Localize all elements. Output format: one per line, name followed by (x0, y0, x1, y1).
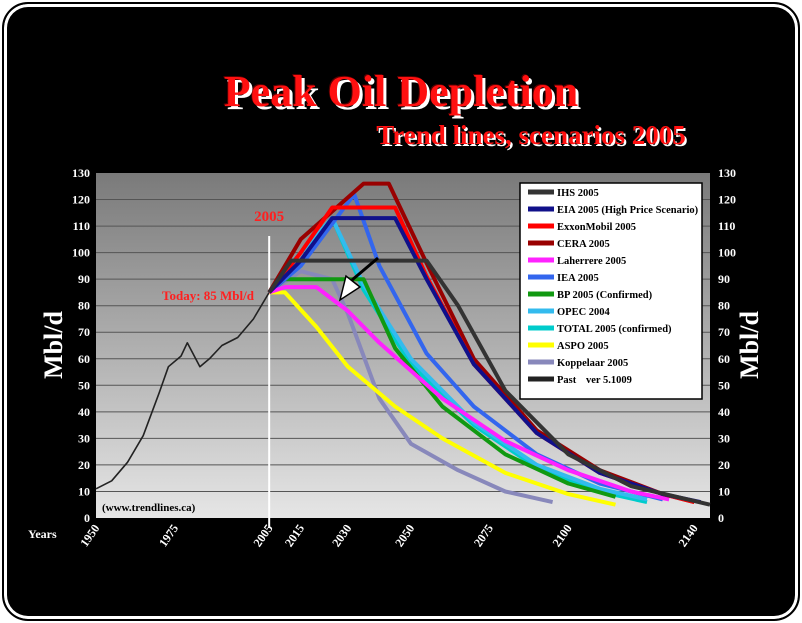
y-tick-label: 100 (718, 246, 736, 260)
x-tick-label: 2100 (550, 522, 575, 550)
x-axis: 1950 1975 2005 2015 2030 2050 2075 2100 2140 (77, 522, 700, 550)
chart-subtitle: Trend lines, scenarios 2005 (376, 120, 686, 150)
x-tick-label: 2140 (675, 522, 700, 550)
y-tick-label: 20 (718, 458, 730, 472)
legend-label: ExxonMobil 2005 (557, 222, 636, 233)
y-axis-title-left: Mbl/d (39, 311, 68, 379)
series-line (95, 291, 270, 490)
series-line (269, 290, 616, 507)
legend-label: Laherrere 2005 (557, 256, 626, 267)
y-axis-left: 0 10 20 30 40 50 60 70 80 90 100 110 120 130 (72, 166, 90, 525)
y-tick-label: 90 (78, 272, 90, 286)
y-tick-label: 110 (718, 219, 735, 233)
y-tick-label: 80 (78, 299, 90, 313)
y-tick-label: 70 (78, 325, 90, 339)
y-tick-label: 130 (72, 166, 90, 180)
y-tick-label: 120 (718, 193, 736, 207)
y-tick-label: 0 (718, 511, 724, 525)
y-tick-label: 70 (718, 325, 730, 339)
series-group (95, 181, 711, 507)
x-tick-label: 2075 (471, 522, 496, 550)
y-axis-title-right: Mbl/d (735, 311, 764, 379)
arrow-icon (338, 256, 379, 302)
legend-label: BP 2005 (Confirmed) (557, 290, 653, 301)
series-line (267, 216, 702, 505)
legend-label: ASPO 2005 (557, 341, 609, 352)
series-line (267, 258, 711, 507)
legend-box (519, 182, 703, 400)
y-tick-label: 10 (78, 484, 90, 498)
y-tick-label: 90 (718, 272, 730, 286)
x-axis-title: Years (28, 527, 57, 541)
y-tick-label: 130 (718, 166, 736, 180)
y-axis-right: 0 10 20 30 40 50 60 70 80 90 100 110 120 130 (718, 166, 736, 525)
y-tick-label: 0 (84, 511, 90, 525)
x-tick-label: 1950 (77, 522, 102, 550)
chart-title: Peak Oil Depletion (223, 67, 579, 116)
y-tick-label: 20 (78, 458, 90, 472)
y-tick-label: 10 (718, 484, 730, 498)
legend-label: Koppelaar 2005 (557, 358, 628, 369)
x-tick-label: 2015 (282, 522, 307, 550)
y-tick-label: 50 (78, 378, 90, 392)
y-tick-label: 30 (78, 431, 90, 445)
legend-label: CERA 2005 (557, 239, 610, 250)
x-tick-label: 2050 (392, 522, 417, 550)
series-line (267, 277, 617, 499)
legend-label: TOTAL 2005 (confirmed) (557, 324, 672, 335)
y-tick-label: 30 (718, 431, 730, 445)
y-tick-label: 40 (718, 405, 730, 419)
x-tick-label: 2005 (250, 522, 275, 550)
x-tick-label: 2030 (329, 522, 354, 550)
legend: IHS 2005 EIA 2005 (High Price Scenario) Ex… (519, 182, 703, 400)
legend-label: EIA 2005 (High Price Scenario) (557, 205, 699, 216)
series-line (268, 285, 670, 502)
x-tick-label: 1975 (156, 522, 181, 550)
y-tick-label: 80 (718, 299, 730, 313)
y-tick-label: 40 (78, 405, 90, 419)
y-tick-label: 100 (72, 246, 90, 260)
legend-version: ver 5.1009 (586, 375, 632, 386)
today-annotation: Today: 85 Mbl/d (162, 288, 255, 303)
legend-label: IEA 2005 (557, 273, 599, 284)
y-tick-label: 120 (72, 193, 90, 207)
series-line (268, 269, 554, 505)
y-tick-label: 50 (718, 378, 730, 392)
legend-label: OPEC 2004 (557, 307, 611, 318)
y-tick-label: 60 (78, 352, 90, 366)
source-note: (www.trendlines.ca) (102, 502, 196, 514)
legend-label: IHS 2005 (557, 188, 599, 199)
year-marker-label: 2005 (254, 209, 284, 225)
y-tick-label: 60 (718, 352, 730, 366)
y-tick-label: 110 (73, 219, 90, 233)
legend-label: Past (557, 375, 577, 386)
